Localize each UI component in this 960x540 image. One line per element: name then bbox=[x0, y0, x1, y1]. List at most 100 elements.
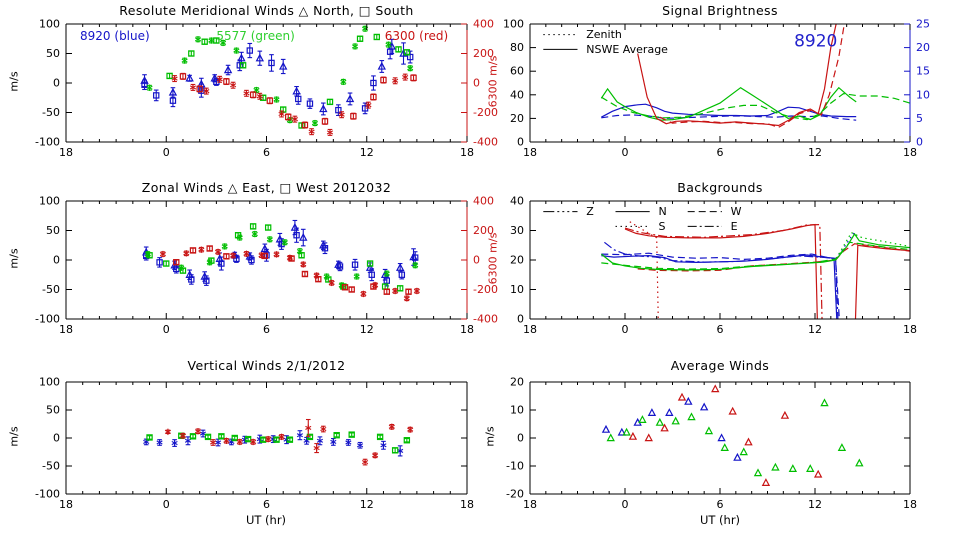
svg-text:-100: -100 bbox=[35, 136, 60, 149]
svg-text:-400: -400 bbox=[473, 136, 498, 149]
svg-text:Z: Z bbox=[586, 205, 594, 218]
svg-text:0: 0 bbox=[53, 254, 60, 267]
backgrounds-title: Backgrounds bbox=[677, 180, 763, 195]
svg-text:18: 18 bbox=[59, 323, 73, 336]
svg-text:NSWE Average: NSWE Average bbox=[586, 43, 668, 56]
svg-text:100: 100 bbox=[39, 195, 60, 208]
svg-text:18: 18 bbox=[903, 146, 917, 159]
svg-text:Zenith: Zenith bbox=[586, 28, 622, 41]
svg-text:6300 (red): 6300 (red) bbox=[385, 29, 448, 43]
svg-text:10: 10 bbox=[916, 88, 930, 101]
svg-text:18: 18 bbox=[903, 498, 917, 511]
svg-text:0: 0 bbox=[53, 432, 60, 445]
svg-text:-50: -50 bbox=[42, 106, 60, 119]
svg-text:0: 0 bbox=[163, 498, 170, 511]
svg-text:-100: -100 bbox=[35, 313, 60, 326]
svg-text:30: 30 bbox=[510, 224, 524, 237]
svg-text:12: 12 bbox=[808, 146, 822, 159]
svg-text:0: 0 bbox=[622, 498, 629, 511]
svg-text:0: 0 bbox=[622, 323, 629, 336]
svg-text:E: E bbox=[731, 220, 738, 233]
svg-text:50: 50 bbox=[46, 47, 60, 60]
svg-text:100: 100 bbox=[503, 18, 524, 31]
svg-text:-100: -100 bbox=[35, 488, 60, 501]
svg-text:6: 6 bbox=[717, 323, 724, 336]
svg-text:6: 6 bbox=[717, 498, 724, 511]
svg-text:5577 (green): 5577 (green) bbox=[216, 29, 294, 43]
svg-text:12: 12 bbox=[808, 323, 822, 336]
average-x-label: UT (hr) bbox=[699, 513, 741, 527]
svg-text:S: S bbox=[658, 220, 665, 233]
vertical-y-label: m/s bbox=[7, 426, 21, 447]
svg-text:18: 18 bbox=[460, 323, 474, 336]
svg-text:80: 80 bbox=[510, 41, 524, 54]
vertical-x-label: UT (hr) bbox=[245, 513, 287, 527]
svg-text:0: 0 bbox=[53, 77, 60, 90]
meridional-winds-title: Resolute Meridional Winds △ North, □ Sou… bbox=[119, 3, 414, 18]
svg-text:0: 0 bbox=[517, 432, 524, 445]
vertical-winds-title: Vertical Winds 2/1/2012 bbox=[187, 358, 346, 373]
svg-text:0: 0 bbox=[163, 146, 170, 159]
svg-text:25: 25 bbox=[916, 18, 930, 31]
svg-text:50: 50 bbox=[46, 404, 60, 417]
svg-text:18: 18 bbox=[460, 146, 474, 159]
svg-text:12: 12 bbox=[360, 146, 374, 159]
svg-text:W: W bbox=[731, 205, 742, 218]
zonal-winds-title: Zonal Winds △ East, □ West 2012032 bbox=[141, 180, 392, 195]
svg-text:0: 0 bbox=[517, 136, 524, 149]
svg-text:0: 0 bbox=[473, 254, 480, 267]
zonal-right-y-label: 6300 m/s bbox=[486, 232, 500, 285]
svg-text:18: 18 bbox=[523, 146, 537, 159]
svg-text:18: 18 bbox=[59, 498, 73, 511]
svg-text:12: 12 bbox=[808, 498, 822, 511]
svg-text:40: 40 bbox=[510, 195, 524, 208]
svg-text:6: 6 bbox=[263, 146, 270, 159]
svg-text:-50: -50 bbox=[42, 460, 60, 473]
svg-text:200: 200 bbox=[473, 47, 494, 60]
svg-text:-50: -50 bbox=[42, 283, 60, 296]
svg-text:12: 12 bbox=[360, 498, 374, 511]
svg-text:0: 0 bbox=[163, 323, 170, 336]
svg-text:18: 18 bbox=[523, 498, 537, 511]
svg-text:400: 400 bbox=[473, 195, 494, 208]
svg-text:100: 100 bbox=[39, 18, 60, 31]
svg-text:N: N bbox=[658, 205, 666, 218]
svg-text:-200: -200 bbox=[473, 283, 498, 296]
signal-brightness-title: Signal Brightness bbox=[662, 3, 778, 18]
svg-text:-20: -20 bbox=[506, 488, 524, 501]
svg-text:18: 18 bbox=[523, 323, 537, 336]
svg-text:400: 400 bbox=[473, 18, 494, 31]
svg-text:0: 0 bbox=[916, 136, 923, 149]
meridional-right-y-label: 6300 m/s bbox=[486, 55, 500, 108]
svg-text:20: 20 bbox=[916, 41, 930, 54]
average-y-label: m/s bbox=[483, 426, 497, 447]
svg-text:8920 (blue): 8920 (blue) bbox=[80, 29, 150, 43]
svg-text:20: 20 bbox=[510, 254, 524, 267]
average-winds-title: Average Winds bbox=[670, 358, 770, 373]
svg-text:5: 5 bbox=[916, 112, 923, 125]
svg-text:15: 15 bbox=[916, 65, 930, 78]
svg-text:10: 10 bbox=[510, 283, 524, 296]
svg-text:-400: -400 bbox=[473, 313, 498, 326]
svg-text:-200: -200 bbox=[473, 106, 498, 119]
svg-text:6: 6 bbox=[717, 146, 724, 159]
svg-text:60: 60 bbox=[510, 65, 524, 78]
meridional-y-label: m/s bbox=[7, 71, 21, 92]
svg-text:18: 18 bbox=[59, 146, 73, 159]
svg-text:6: 6 bbox=[263, 323, 270, 336]
svg-text:0: 0 bbox=[517, 313, 524, 326]
svg-text:18: 18 bbox=[460, 498, 474, 511]
zonal-y-label: m/s bbox=[7, 248, 21, 269]
svg-text:18: 18 bbox=[903, 323, 917, 336]
svg-text:6: 6 bbox=[263, 498, 270, 511]
svg-text:12: 12 bbox=[360, 323, 374, 336]
svg-text:40: 40 bbox=[510, 88, 524, 101]
svg-text:0: 0 bbox=[622, 146, 629, 159]
svg-text:0: 0 bbox=[473, 77, 480, 90]
svg-text:-10: -10 bbox=[506, 460, 524, 473]
svg-text:10: 10 bbox=[510, 404, 524, 417]
svg-text:20: 20 bbox=[510, 112, 524, 125]
svg-text:100: 100 bbox=[39, 376, 60, 389]
